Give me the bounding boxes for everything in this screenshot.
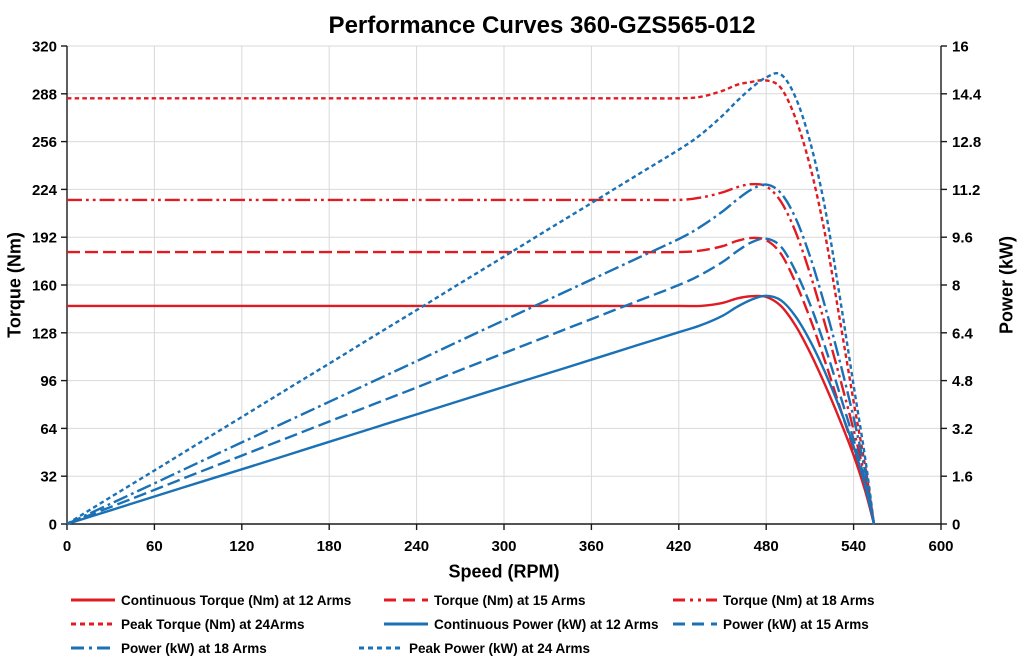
tick-label-right-1.6: 1.6 [952,469,973,486]
tick-label-left-256: 256 [32,134,57,151]
legend-label: Peak Torque (Nm) at 24Arms [121,616,305,632]
legend-marker-continuous-torque-nm-at-12-arms [71,598,115,602]
x-axis-title: Speed (RPM) [448,561,560,582]
legend-item-torque-nm-at-18-arms: Torque (Nm) at 18 Arms [672,592,875,608]
tick-label-left-64: 64 [40,421,57,438]
tick-label-right-14.4: 14.4 [952,86,982,103]
tick-label-bottom-360: 360 [579,538,604,555]
series-line-power-kw-at-15-arms [66,237,876,526]
legend-marker-peak-torque-nm-at-24arms [71,622,115,626]
legend-label: Continuous Power (kW) at 12 Arms [434,616,659,632]
legend-item-continuous-power-kw-at-12-arms: Continuous Power (kW) at 12 Arms [383,616,659,632]
legend-item-continuous-torque-nm-at-12-arms: Continuous Torque (Nm) at 12 Arms [70,592,351,608]
legend-item-power-kw-at-18-arms: Power (kW) at 18 Arms [70,640,267,656]
legend-marker-continuous-power-kw-at-12-arms [384,622,428,626]
legend-item-peak-torque-nm-at-24arms: Peak Torque (Nm) at 24Arms [70,616,305,632]
plot-area: 032649612816019222425628832001.63.24.86.… [32,39,982,556]
tick-label-right-8: 8 [952,278,960,295]
tick-label-right-16: 16 [952,39,969,56]
tick-label-bottom-240: 240 [404,538,429,555]
legend-marker-peak-power-kw-at-24-arms [359,646,403,650]
tick-label-bottom-60: 60 [146,538,163,555]
tick-label-left-288: 288 [32,86,57,103]
series-line-peak-power-kw-at-24-arms [66,71,876,526]
series-line-power-kw-at-18-arms [66,183,876,526]
legend-marker-power-kw-at-18-arms [71,646,115,650]
tick-label-bottom-420: 420 [666,538,691,555]
tick-label-right-3.2: 3.2 [952,421,973,438]
legend-marker-power-kw-at-15-arms [673,622,717,626]
legend-item-power-kw-at-15-arms: Power (kW) at 15 Arms [672,616,869,632]
legend-marker-torque-nm-at-18-arms [673,598,717,602]
tick-label-left-224: 224 [32,182,58,199]
tick-label-right-9.6: 9.6 [952,230,973,247]
legend-label: Power (kW) at 15 Arms [723,616,869,632]
series-line-continuous-torque-nm-at-12-arms [66,294,876,525]
tick-label-left-32: 32 [40,469,57,486]
legend-marker-torque-nm-at-15-arms [384,598,428,602]
legend-item-peak-power-kw-at-24-arms: Peak Power (kW) at 24 Arms [358,640,590,656]
legend-label: Torque (Nm) at 15 Arms [434,592,586,608]
tick-label-left-192: 192 [32,230,57,247]
tick-label-bottom-180: 180 [317,538,342,555]
series-line-torque-nm-at-15-arms [67,236,876,525]
tick-label-bottom-600: 600 [928,538,953,555]
tick-label-left-320: 320 [32,39,57,56]
chart-title: Performance Curves 360-GZS565-012 [328,12,756,39]
tick-label-right-6.4: 6.4 [952,325,974,342]
tick-label-left-0: 0 [49,517,57,534]
tick-label-left-160: 160 [32,278,57,295]
tick-label-right-4.8: 4.8 [952,373,973,390]
tick-label-bottom-300: 300 [491,538,516,555]
tick-label-bottom-120: 120 [229,538,254,555]
legend-label: Power (kW) at 18 Arms [121,640,267,656]
tick-label-bottom-540: 540 [841,538,866,555]
legend-label: Continuous Torque (Nm) at 12 Arms [121,592,352,608]
tick-label-left-96: 96 [40,373,57,390]
legend-item-torque-nm-at-15-arms: Torque (Nm) at 15 Arms [383,592,586,608]
legend-label: Peak Power (kW) at 24 Arms [409,640,591,656]
legend-label: Torque (Nm) at 18 Arms [723,592,875,608]
tick-label-right-12.8: 12.8 [952,134,981,151]
tick-label-right-0: 0 [952,517,960,534]
tick-label-left-128: 128 [32,325,57,342]
series-line-continuous-power-kw-at-12-arms [66,294,876,526]
tick-label-right-11.2: 11.2 [952,182,980,199]
tick-label-bottom-0: 0 [63,538,71,555]
tick-label-bottom-480: 480 [754,538,779,555]
series-line-torque-nm-at-18-arms [67,182,876,525]
series-line-peak-torque-nm-at-24arms [67,78,876,525]
